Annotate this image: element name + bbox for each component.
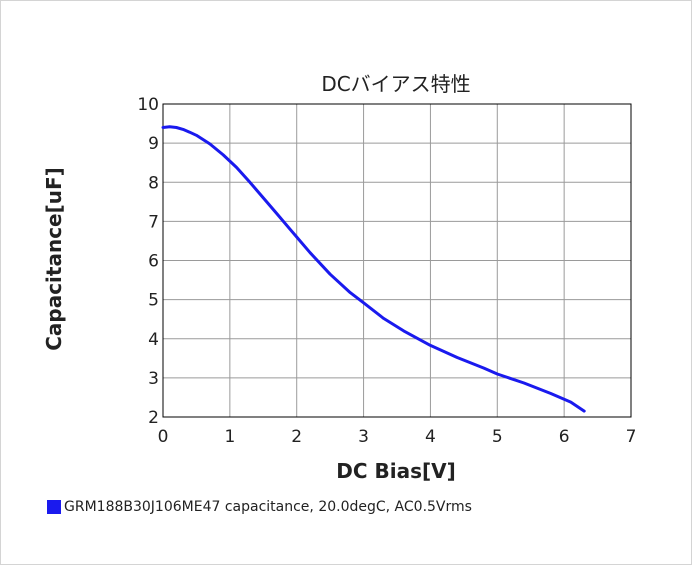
- x-axis-label: DC Bias[V]: [336, 459, 456, 483]
- y-tick-label-3: 5: [148, 291, 159, 311]
- y-tick-label-6: 8: [148, 173, 159, 193]
- legend: GRM188B30J106ME47 capacitance, 20.0degC,…: [47, 499, 472, 515]
- y-tick-label-4: 6: [148, 252, 159, 272]
- y-tick-label-0: 2: [148, 408, 159, 428]
- y-tick-label-8: 10: [137, 95, 159, 115]
- x-tick-label-0: 0: [158, 427, 169, 447]
- capacitance-curve: [161, 125, 586, 413]
- x-tick-label-4: 4: [425, 427, 436, 447]
- x-tick-label-2: 2: [291, 427, 302, 447]
- x-tick-label-6: 6: [559, 427, 570, 447]
- x-tick-label-5: 5: [492, 427, 503, 447]
- legend-swatch: [47, 500, 61, 514]
- legend-label: GRM188B30J106ME47 capacitance, 20.0degC,…: [64, 499, 472, 515]
- grid-lines: [162, 103, 632, 418]
- x-tick-label-3: 3: [358, 427, 369, 447]
- y-tick-label-1: 3: [148, 369, 159, 389]
- x-tick-label-7: 7: [626, 427, 637, 447]
- x-tick-label-1: 1: [224, 427, 235, 447]
- x-tick-labels: 0 1 2 3 4 5 6 7: [158, 427, 637, 447]
- plot-area: [162, 103, 632, 418]
- y-tick-label-5: 7: [148, 212, 159, 232]
- y-axis-label: Capacitance[uF]: [42, 167, 66, 351]
- chart-title: DCバイアス特性: [321, 72, 470, 96]
- y-tick-label-7: 9: [148, 134, 159, 154]
- y-tick-labels: 2 3 4 5 6 7 8 9 10: [137, 95, 159, 428]
- y-tick-label-2: 4: [148, 330, 159, 350]
